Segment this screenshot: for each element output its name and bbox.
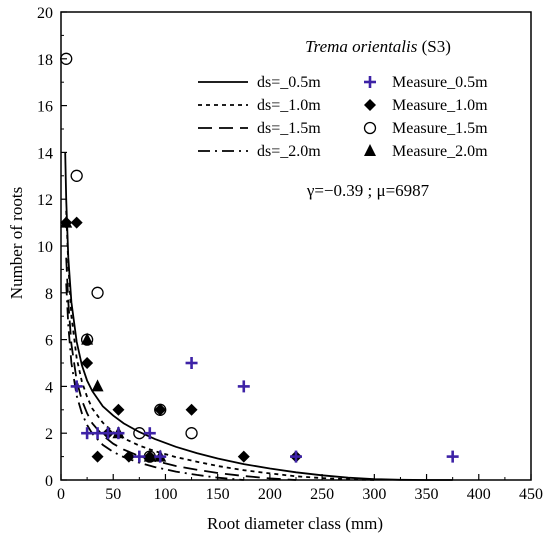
y-tick-label: 10	[37, 239, 53, 256]
curve-ds-1-5m	[65, 257, 297, 481]
legend-curve-label: ds=_1.5m	[257, 120, 321, 137]
data-point-diamond	[185, 403, 198, 416]
y-tick-label: 16	[37, 99, 53, 116]
legend-curve-label: ds=_2.0m	[257, 143, 321, 160]
data-point-circle	[185, 427, 198, 440]
x-tick-label: 200	[258, 486, 282, 503]
data-point-triangle	[60, 215, 73, 228]
curve-ds-0-5m	[64, 152, 453, 481]
data-point-plus	[143, 427, 156, 440]
legend-series-label: Measure_2.0m	[392, 143, 488, 160]
data-point-triangle	[143, 449, 156, 462]
x-tick-label: 300	[362, 486, 386, 503]
data-point-plus	[112, 427, 125, 440]
measurement-markers	[60, 52, 459, 463]
x-tick-label: 0	[57, 486, 65, 503]
chart-title: Trema orientalis (S3)	[305, 37, 451, 56]
data-point-diamond	[70, 216, 83, 229]
y-tick-label: 2	[45, 426, 53, 443]
legend-marker-triangle	[364, 144, 376, 156]
data-point-plus	[185, 357, 198, 369]
curve-ds-2-0m	[65, 283, 244, 481]
x-tick-label: 400	[467, 486, 491, 503]
chart-title-site: (S3)	[417, 37, 451, 56]
y-tick-label: 12	[37, 192, 53, 209]
axes: 0 50 100 150 200 250 300 350 400 450 0 2 4 6 8 10 12 14 16…	[37, 5, 543, 503]
data-point-diamond	[122, 450, 135, 463]
x-axis-label: Root diameter class (mm)	[207, 514, 383, 533]
x-tick-label: 150	[206, 486, 230, 503]
data-point-diamond	[112, 403, 125, 416]
legend-marker-circle	[363, 121, 377, 135]
x-tick-label: 50	[105, 486, 121, 503]
data-point-plus	[154, 450, 167, 463]
y-tick-label: 18	[37, 52, 53, 69]
x-tick-label: 100	[153, 486, 177, 503]
legend-marker-diamond	[364, 99, 376, 111]
data-point-diamond	[237, 450, 250, 463]
data-point-plus	[81, 427, 94, 440]
y-tick-label: 14	[37, 145, 53, 162]
legend-marker-plus	[364, 76, 376, 88]
data-point-circle	[70, 169, 83, 182]
legend: ds=_0.5m ds=_1.0m ds=_1.5m ds=_2.0m Measure_…	[198, 74, 488, 160]
x-tick-label: 450	[519, 486, 543, 503]
data-point-triangle	[91, 379, 104, 392]
data-point-plus	[446, 450, 459, 463]
y-tick-label: 4	[45, 379, 53, 396]
data-point-plus	[102, 427, 114, 440]
legend-curve-label: ds=_0.5m	[257, 74, 321, 91]
y-tick-label: 6	[45, 333, 53, 350]
y-tick-label: 0	[45, 473, 53, 490]
legend-series-label: Measure_0.5m	[392, 74, 488, 91]
y-tick-label: 8	[45, 286, 53, 303]
legend-curve-label: ds=_1.0m	[257, 97, 321, 114]
data-point-diamond	[154, 403, 167, 416]
legend-series-label: Measure_1.5m	[392, 120, 488, 137]
data-point-triangle	[81, 332, 94, 345]
y-tick-label: 20	[37, 5, 53, 22]
data-point-circle	[60, 52, 73, 65]
data-point-plus	[133, 450, 146, 463]
data-point-plus	[91, 427, 104, 440]
curve-ds-1-0m	[65, 210, 375, 481]
x-tick-label: 250	[310, 486, 334, 503]
chart-title-species: Trema orientalis	[305, 37, 418, 56]
data-point-diamond	[91, 450, 104, 463]
data-point-plus	[290, 450, 302, 463]
model-curves	[64, 152, 453, 481]
data-point-circle	[91, 286, 104, 299]
data-point-plus	[70, 380, 83, 393]
y-axis-label: Number of roots	[7, 187, 26, 299]
x-tick-label: 350	[415, 486, 439, 503]
data-point-diamond	[81, 357, 94, 369]
annotation-parameters: γ=−0.39 ; μ=6987	[306, 181, 430, 200]
legend-series-label: Measure_1.0m	[392, 97, 488, 114]
data-point-plus	[237, 380, 250, 393]
